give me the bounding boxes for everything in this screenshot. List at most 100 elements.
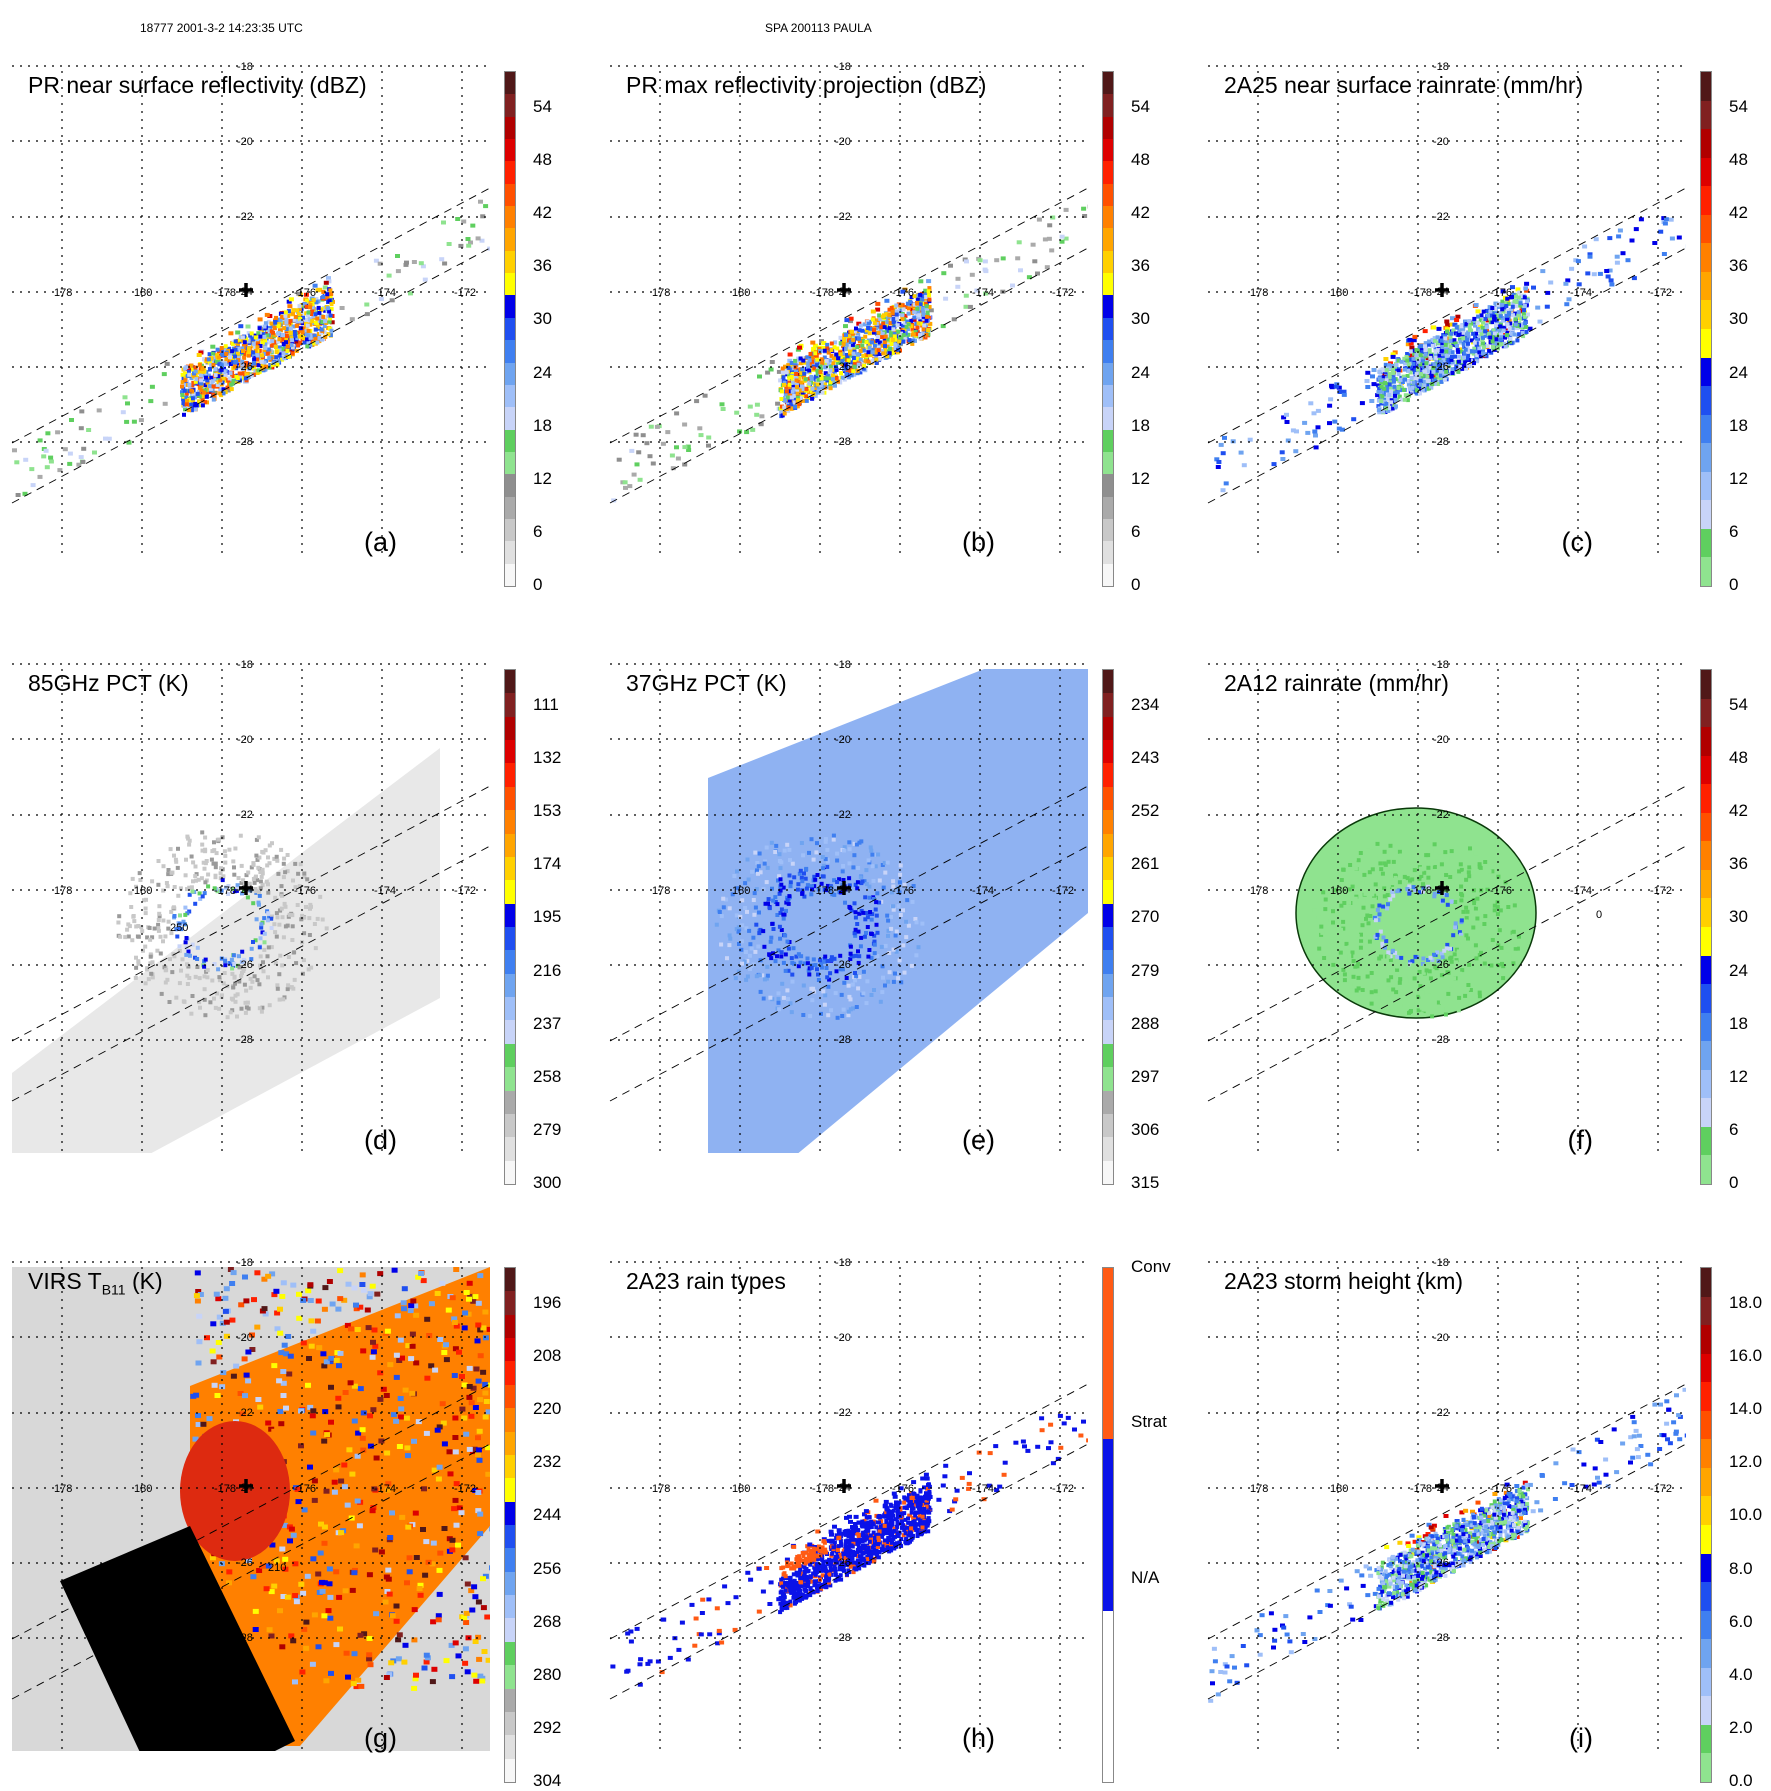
swath-pixel [676, 1648, 681, 1652]
colorbar-segment [505, 857, 515, 881]
swath-pixel [1595, 1476, 1600, 1480]
colorbar-tick-label: 10.0 [1729, 1505, 1762, 1525]
swath-pixel [1571, 1448, 1576, 1452]
swath-pixel [1540, 269, 1545, 273]
lon-label: 180 [732, 287, 750, 299]
colorbar-segment [505, 1595, 515, 1619]
swath-pixel [1284, 413, 1289, 417]
swath-pixel [1665, 1437, 1670, 1441]
colorbar-segment [1103, 834, 1113, 858]
colorbar-segment [505, 474, 515, 497]
swath-pixel [1351, 417, 1356, 421]
colorbar-segment [505, 1735, 515, 1759]
swath-pixel [1219, 443, 1224, 447]
colorbar-segment [1103, 1611, 1113, 1669]
swath-pixel [228, 331, 233, 335]
colorbar-segment [1103, 363, 1113, 386]
colorbar-segment [505, 1385, 515, 1409]
swath-pixel [1035, 1445, 1040, 1449]
swath-pixel [626, 1669, 631, 1673]
lon-label: -178 [214, 885, 236, 897]
colorbar-segment [1701, 1268, 1711, 1297]
lon-label: 178 [1250, 287, 1268, 299]
swath-pixel [674, 445, 679, 449]
swath-pixel [978, 258, 983, 262]
swath-pixel [757, 1567, 762, 1571]
swath-pixel [707, 1632, 712, 1636]
swath-pixel [1383, 357, 1388, 361]
colorbar-tick-label: 258 [533, 1067, 561, 1087]
panel-title-sub: B11 [102, 1282, 126, 1298]
colorbar-tick-label: 48 [533, 150, 552, 170]
colorbar-tick-label: 153 [533, 801, 561, 821]
swath-pixel [69, 418, 74, 422]
colorbar-segment [1701, 129, 1711, 158]
swath-pixel [439, 257, 444, 261]
swath-pixel [1531, 1509, 1536, 1513]
panel-title-end: (K) [126, 1268, 163, 1294]
swath-pixel [258, 317, 263, 321]
colorbar-segment [1103, 161, 1113, 184]
lat-label: -22 [1433, 1407, 1449, 1419]
swath-pixel [1563, 282, 1568, 286]
swath-pixel [1639, 217, 1644, 221]
colorbar-segment [1701, 699, 1711, 728]
lon-label: -174 [1570, 885, 1592, 897]
colorbar-tick-label: 18 [1729, 1014, 1748, 1034]
colorbar-tick-label: 14.0 [1729, 1399, 1762, 1419]
colorbar-segment [1701, 443, 1711, 472]
swath-edge [610, 188, 1088, 443]
swath-pixel [210, 345, 215, 349]
contour-label: 250 [170, 922, 188, 934]
swath-pixel [829, 1533, 834, 1537]
swath-pixel [722, 1584, 727, 1588]
colorbar-tick-label: 304 [533, 1771, 561, 1791]
swath-pixel [638, 478, 643, 482]
swath-pixel [1391, 355, 1396, 359]
colorbar-tick-label: 216 [533, 961, 561, 981]
lon-label: -174 [972, 885, 994, 897]
swath-pixel [942, 1474, 947, 1478]
colorbar-tick-label: 36 [1729, 256, 1748, 276]
swath-pixel [1361, 1584, 1366, 1588]
colorbar-segment [1701, 557, 1711, 586]
swath-pixel [1407, 338, 1412, 342]
swath-pixel [447, 242, 452, 246]
colorbar-segment [1701, 243, 1711, 272]
swath-pixel [767, 1602, 772, 1606]
swath-pixel [1013, 1441, 1018, 1445]
swath-pixel [983, 268, 988, 272]
colorbar-segment [505, 1268, 515, 1292]
colorbar-segment [505, 228, 515, 251]
lon-label: 178 [652, 885, 670, 897]
lat-label: -28 [1433, 1034, 1449, 1046]
colorbar-tick-label: 12 [1729, 1067, 1748, 1087]
swath-pixel [1088, 205, 1093, 209]
colorbar-segment [1701, 956, 1711, 985]
swath-pixel [668, 1656, 673, 1660]
colorbar-segment [1103, 407, 1113, 430]
colorbar-segment [1103, 1161, 1113, 1185]
colorbar-tick-label: 42 [1729, 801, 1748, 821]
colorbar-tick-label: 195 [533, 907, 561, 927]
colorbar-segment [1103, 228, 1113, 251]
colorbar-segment [505, 974, 515, 998]
swath-pixel [997, 1485, 1002, 1489]
colorbar-segment [1701, 1639, 1711, 1668]
swath-pixel [967, 1471, 972, 1475]
swath-pixel [748, 1578, 753, 1582]
swath-pixel [875, 308, 880, 312]
colorbar-tick-label: 24 [1131, 363, 1150, 383]
swath-pixel [150, 385, 155, 389]
colorbar-segment [505, 564, 515, 587]
lon-label: -174 [374, 1483, 396, 1495]
swath-pixel [874, 1499, 879, 1503]
swath-pixel [458, 244, 463, 248]
swath-pixel [1634, 227, 1639, 231]
colorbar-segment [505, 950, 515, 974]
swath-pixel [1365, 371, 1370, 375]
colorbar-segment [505, 997, 515, 1021]
lon-label: 178 [1250, 885, 1268, 897]
lon-label: 180 [1330, 885, 1348, 897]
